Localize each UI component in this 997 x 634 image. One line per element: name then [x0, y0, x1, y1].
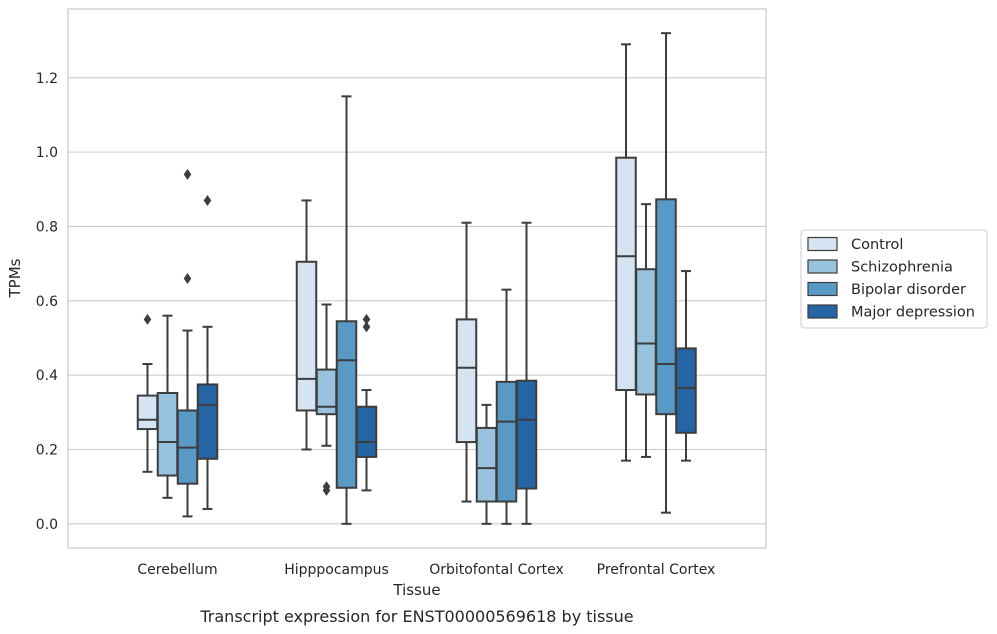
y-tick-label: 0.8	[36, 219, 58, 235]
iqr-box	[196, 383, 219, 460]
box-orbitofontal-cortex-control	[455, 221, 478, 503]
box-prefrontal-cortex-major-depression	[675, 270, 697, 462]
box-prefrontal-cortex-bipolar-disorder	[655, 32, 677, 514]
box-cerebellum-bipolar-disorder	[176, 168, 199, 518]
outlier-point	[183, 273, 192, 284]
chart-caption: Transcript expression for ENST0000056961…	[199, 607, 633, 626]
y-tick-label: 0.0	[36, 517, 58, 533]
legend-label: Bipolar disorder	[851, 282, 966, 298]
outlier-point	[183, 168, 192, 180]
x-tick-label: Orbitofontal Cortex	[429, 562, 564, 578]
iqr-box	[455, 318, 478, 444]
legend-swatch	[807, 259, 838, 274]
box-cerebellum-major-depression	[196, 194, 219, 510]
legend-swatch	[807, 304, 838, 319]
box-hipppocampus-schizophrenia	[315, 303, 338, 496]
outlier-point	[362, 321, 371, 333]
box-hipppocampus-bipolar-disorder	[335, 95, 358, 525]
box-hipppocampus-major-depression	[355, 313, 378, 492]
y-tick-label: 0.4	[36, 368, 58, 384]
outlier-point	[322, 481, 331, 493]
legend-label: Major depression	[851, 305, 975, 321]
y-tick-label: 0.2	[36, 442, 58, 458]
iqr-box	[295, 260, 318, 412]
iqr-box	[655, 198, 677, 416]
iqr-box	[515, 379, 538, 490]
y-tick-label: 1.2	[36, 71, 58, 87]
iqr-box	[156, 391, 179, 477]
x-tick-label: Hipppocampus	[284, 562, 389, 578]
legend-frame	[800, 229, 988, 329]
iqr-box	[475, 426, 498, 503]
y-tick-label: 0.6	[36, 294, 58, 310]
y-axis-label: TPMs	[6, 258, 24, 298]
outlier-point	[143, 313, 152, 325]
box-hipppocampus-control	[295, 199, 318, 451]
iqr-box	[136, 394, 159, 431]
iqr-box	[615, 156, 637, 392]
x-tick-label: Prefrontal Cortex	[597, 562, 716, 578]
box-cerebellum-schizophrenia	[156, 314, 179, 499]
iqr-box	[675, 347, 697, 434]
legend-label: Schizophrenia	[851, 260, 953, 276]
box-prefrontal-cortex-control	[615, 43, 637, 462]
x-axis-ticks: Cerebellum Hipppocampus Orbitofontal Corte…	[137, 562, 715, 578]
x-tick-label: Cerebellum	[137, 562, 217, 578]
legend: Control Schizophrenia Bipolar disorder Majo…	[800, 229, 988, 329]
iqr-box	[635, 268, 657, 396]
outlier-point	[362, 313, 371, 325]
plot-frame	[67, 8, 767, 549]
box-cerebellum-control	[136, 313, 159, 473]
box-orbitofontal-cortex-major-depression	[515, 221, 538, 525]
legend-swatch	[807, 281, 838, 297]
outlier-point	[203, 194, 212, 206]
iqr-box	[355, 405, 378, 458]
legend-swatch	[807, 236, 838, 252]
x-axis-label: Tissue	[392, 581, 440, 599]
y-axis-ticks: 0.0 0.2 0.4 0.6 0.8 1.0 1.2	[36, 71, 58, 533]
iqr-box	[495, 380, 518, 503]
legend-label: Control	[851, 237, 903, 253]
y-tick-label: 1.0	[36, 145, 58, 161]
iqr-box	[335, 320, 358, 489]
boxes	[136, 32, 697, 525]
